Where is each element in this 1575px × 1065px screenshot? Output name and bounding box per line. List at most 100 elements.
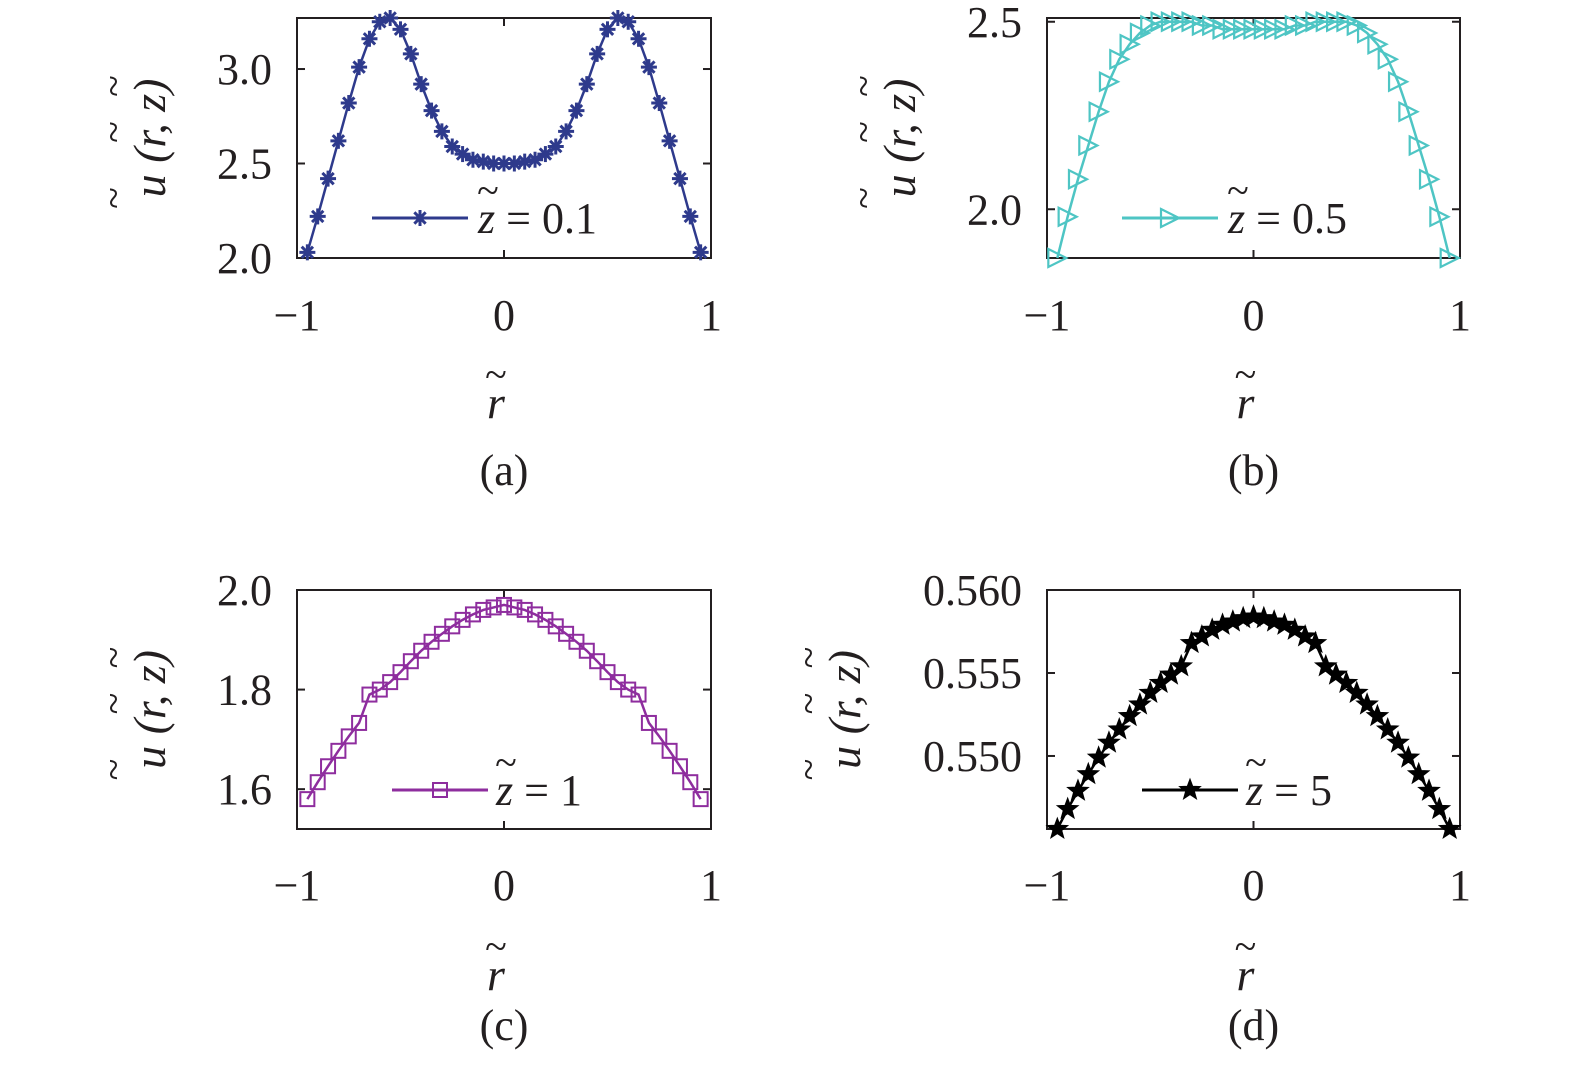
- data-point: [351, 59, 368, 76]
- y-axis-label: u (r, z): [819, 650, 870, 769]
- data-point: [1262, 609, 1286, 632]
- data-point: [1377, 48, 1400, 71]
- data-point: [1344, 680, 1369, 703]
- legend-tilde: ~: [495, 740, 517, 785]
- data-point: [382, 10, 399, 26]
- legend-tilde: ~: [477, 168, 499, 213]
- data-point: [1274, 18, 1296, 41]
- y-axis-label-tilde: ~: [786, 647, 831, 669]
- data-point: [1264, 18, 1286, 41]
- legend: z = 0.1~: [372, 168, 597, 243]
- data-point: [1150, 10, 1173, 33]
- data-point: [320, 170, 337, 187]
- data-point: [392, 664, 409, 681]
- y-axis-label-tilde: ~: [91, 187, 136, 209]
- x-tick-label: 1: [700, 861, 722, 910]
- data-point: [1233, 18, 1255, 41]
- data-point: [309, 208, 326, 225]
- data-point: [578, 76, 595, 93]
- data-point: [661, 742, 678, 759]
- legend-tilde: ~: [1245, 740, 1267, 785]
- data-point: [537, 146, 554, 163]
- data-point: [1243, 18, 1265, 41]
- data-point: [640, 59, 657, 76]
- data-point: [506, 155, 523, 172]
- data-point: [1293, 624, 1317, 647]
- data-point: [1047, 247, 1069, 269]
- panel-caption: (b): [1228, 446, 1279, 495]
- x-axis-label-tilde: ~: [1235, 352, 1257, 397]
- data-point: [1429, 205, 1451, 228]
- y-axis-label-tilde: ~: [786, 693, 831, 715]
- x-axis-label-tilde: ~: [485, 924, 507, 969]
- data-point: [340, 95, 357, 112]
- data-point: [464, 606, 481, 623]
- data-point: [1251, 605, 1276, 629]
- y-axis-label-tilde: ~: [841, 121, 886, 143]
- data-point: [1396, 745, 1421, 768]
- data-point: [1295, 14, 1317, 37]
- data-point: [671, 758, 688, 775]
- data-point: [340, 728, 357, 745]
- data-point: [361, 686, 378, 703]
- data-point: [382, 674, 399, 691]
- panel-caption: (d): [1228, 1001, 1279, 1050]
- data-point: [1117, 703, 1142, 727]
- legend-marker: [412, 210, 428, 226]
- legend: z = 1~: [392, 740, 582, 815]
- x-tick-label: 0: [493, 861, 515, 910]
- data-point: [485, 599, 502, 616]
- data-point: [320, 758, 337, 775]
- data-point: [692, 791, 709, 808]
- data-point: [1086, 745, 1111, 768]
- y-tick-label: 0.560: [923, 566, 1022, 615]
- data-point: [454, 611, 471, 628]
- data-point: [1045, 816, 1070, 840]
- x-tick-label: −1: [1024, 291, 1071, 340]
- data-point: [1169, 653, 1194, 677]
- chart-panel-a: −1 0 12.02.53.0z = 0.1~r~u (r, z)~~~(a): [91, 10, 722, 495]
- x-axis-label-group: r~: [485, 352, 507, 428]
- data-point: [506, 599, 523, 616]
- y-axis-label: u (r, z): [124, 650, 175, 769]
- data-point: [558, 123, 575, 140]
- data-point: [671, 170, 688, 187]
- data-point: [1212, 18, 1234, 41]
- y-tick-label: 2.5: [967, 0, 1022, 47]
- data-point: [630, 686, 647, 703]
- data-point: [547, 138, 564, 155]
- x-axis-label: r: [487, 377, 506, 428]
- y-tick-label: 0.555: [923, 649, 1022, 698]
- data-point: [651, 95, 668, 112]
- plot-area: [1047, 10, 1462, 269]
- legend-label: z = 5: [1245, 766, 1332, 815]
- data-point: [1119, 33, 1142, 56]
- data-point: [589, 45, 606, 62]
- data-point: [1315, 10, 1338, 33]
- x-tick-label: −1: [1024, 861, 1071, 910]
- data-point: [475, 601, 492, 618]
- data-point: [1398, 100, 1420, 123]
- data-point: [599, 664, 616, 681]
- panel-caption: (c): [480, 1001, 529, 1050]
- data-point: [413, 642, 430, 659]
- data-point: [692, 244, 709, 261]
- data-point: [589, 653, 606, 670]
- data-point: [1355, 692, 1379, 715]
- data-point: [1066, 778, 1090, 801]
- y-axis-label-tilde: ~: [841, 187, 886, 209]
- x-tick-label: 0: [493, 291, 515, 340]
- data-point: [1427, 796, 1452, 820]
- legend-marker: [1178, 777, 1202, 801]
- data-point: [1076, 761, 1101, 785]
- data-point: [661, 132, 678, 149]
- y-axis-label: u (r, z): [874, 79, 925, 198]
- y-axis-label-group: u (r, z)~ ~ ~: [91, 75, 175, 209]
- legend-tilde: ~: [1227, 168, 1249, 213]
- data-point: [620, 13, 637, 30]
- data-point: [475, 153, 492, 170]
- legend-label: z = 0.5: [1227, 194, 1347, 243]
- data-point: [454, 146, 471, 163]
- data-point: [1346, 14, 1369, 37]
- data-point: [568, 633, 585, 650]
